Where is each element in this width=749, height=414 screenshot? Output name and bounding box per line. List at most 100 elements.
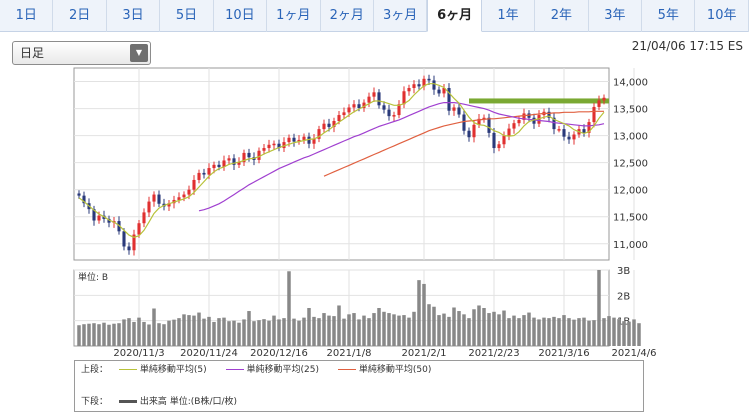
volume-bar-9 (122, 319, 126, 346)
volume-bar-41 (282, 318, 286, 346)
price-y-tick-0: 11,000 (613, 240, 648, 251)
candle-body-52 (337, 115, 341, 122)
candle-body-63 (392, 115, 396, 117)
legend-ma50-line (337, 369, 356, 370)
volume-bar-112 (637, 323, 641, 346)
legend-volume-label: 出来高 単位:(B株/口/枚) (139, 397, 238, 407)
period-tab-bar: 1日 2日 3日 5日 10日 1ヶ月 2ヶ月 3ヶ月 6ヶ月 1年 2年 3年 5年 10年 (0, 0, 749, 32)
tab-3[interactable]: 5日 (160, 0, 214, 32)
legend-volume: 出来高 単位:(B株/口/枚) (111, 395, 237, 409)
tab-0[interactable]: 1日 (0, 0, 54, 32)
candle-body-11 (132, 234, 136, 251)
tab-10[interactable]: 2年 (535, 0, 589, 32)
volume-bar-14 (147, 324, 151, 346)
tab-12[interactable]: 5年 (642, 0, 696, 32)
candle-body-15 (152, 194, 156, 202)
tab-5[interactable]: 1ヶ月 (267, 0, 321, 32)
candle-body-22 (187, 189, 191, 195)
x-tick-label-3: 2021/1/8 (327, 348, 372, 359)
candle-body-36 (257, 150, 261, 160)
candle-body-23 (192, 179, 196, 190)
volume-bar-34 (247, 311, 251, 346)
stock-chart: 2020/11/3 2020/11/24 2020/12/16 2021/1/8 202… (73, 67, 657, 359)
candle-body-51 (332, 121, 336, 127)
x-tick-label-7: 2021/4/6 (612, 348, 657, 359)
volume-bar-47 (312, 316, 316, 346)
volume-bar-7 (112, 323, 116, 346)
legend-ma5-label: 単純移動平均(5) (139, 365, 207, 375)
volume-bar-45 (302, 317, 306, 346)
tab-11[interactable]: 3年 (589, 0, 643, 32)
volume-bar-2 (87, 323, 91, 346)
candle-body-72 (437, 89, 441, 94)
candle-body-71 (432, 80, 436, 90)
candle-body-27 (212, 164, 216, 169)
candle-body-59 (372, 92, 376, 97)
tab-1[interactable]: 2日 (53, 0, 107, 32)
tab-2[interactable]: 3日 (107, 0, 161, 32)
candle-body-84 (497, 144, 501, 149)
volume-bar-57 (362, 315, 366, 346)
volume-bar-59 (372, 313, 376, 346)
candle-body-29 (222, 160, 226, 167)
volume-bar-84 (497, 314, 501, 346)
volume-y-tick-1: 2B (617, 291, 630, 302)
tab-9[interactable]: 1年 (482, 0, 536, 32)
candle-body-76 (457, 107, 461, 115)
tab-7[interactable]: 3ヶ月 (374, 0, 428, 32)
price-y-tick-3: 12,500 (613, 159, 648, 170)
volume-bar-63 (392, 314, 396, 346)
candle-body-34 (247, 152, 251, 158)
candle-body-97 (562, 129, 566, 137)
candle-body-64 (397, 104, 401, 116)
candle-body-65 (402, 91, 406, 105)
candle-body-1 (82, 195, 86, 204)
volume-bar-82 (487, 313, 491, 346)
volume-bar-91 (532, 317, 536, 346)
volume-bar-20 (177, 318, 181, 346)
volume-bar-71 (432, 306, 436, 346)
candle-body-50 (327, 123, 331, 127)
price-y-tick-5: 13,500 (613, 105, 648, 116)
candle-body-0 (77, 193, 81, 196)
volume-bar-44 (297, 320, 301, 346)
candle-body-74 (447, 88, 451, 111)
volume-bar-110 (627, 321, 631, 346)
candle-interval-select[interactable]: 日足 ▼ (12, 41, 151, 65)
dropdown-arrow-icon[interactable]: ▼ (130, 44, 148, 62)
legend-lower-label: 下段： (81, 397, 109, 407)
tab-8[interactable]: 6ヶ月 (427, 0, 482, 32)
candle-body-75 (452, 107, 456, 111)
volume-bar-46 (307, 308, 311, 346)
candle-body-49 (322, 123, 326, 130)
price-plot-area (73, 67, 610, 261)
candle-body-45 (302, 136, 306, 140)
candle-body-68 (417, 84, 421, 87)
volume-bar-101 (582, 317, 586, 346)
candle-body-96 (557, 129, 561, 131)
candle-interval-value: 日足 (20, 46, 45, 60)
x-tick-label-5: 2021/2/23 (468, 348, 519, 359)
volume-bar-27 (212, 321, 216, 346)
tab-6[interactable]: 2ヶ月 (321, 0, 374, 32)
candle-body-89 (522, 113, 526, 120)
chart-legend: 上段： 単純移動平均(5) 単純移動平均(25) 単純移動平均(50) 下段： … (74, 360, 644, 412)
tab-13[interactable]: 10年 (695, 0, 749, 32)
ma50-line (323, 110, 604, 177)
volume-bar-0 (77, 325, 81, 346)
x-tick-label-2: 2020/12/16 (250, 348, 308, 359)
volume-bar-95 (552, 316, 556, 346)
volume-y-tick-2: 3B (617, 266, 630, 277)
volume-bar-18 (167, 320, 171, 346)
volume-bar-93 (542, 317, 546, 346)
volume-bar-26 (207, 316, 211, 346)
volume-bar-107 (612, 317, 616, 346)
volume-bar-88 (517, 318, 521, 346)
volume-bar-61 (382, 311, 386, 346)
volume-bar-5 (102, 322, 106, 346)
volume-bar-30 (227, 321, 231, 346)
tab-4[interactable]: 10日 (214, 0, 268, 32)
volume-bar-87 (512, 315, 516, 346)
candle-body-101 (582, 129, 586, 133)
volume-bar-12 (137, 317, 141, 346)
